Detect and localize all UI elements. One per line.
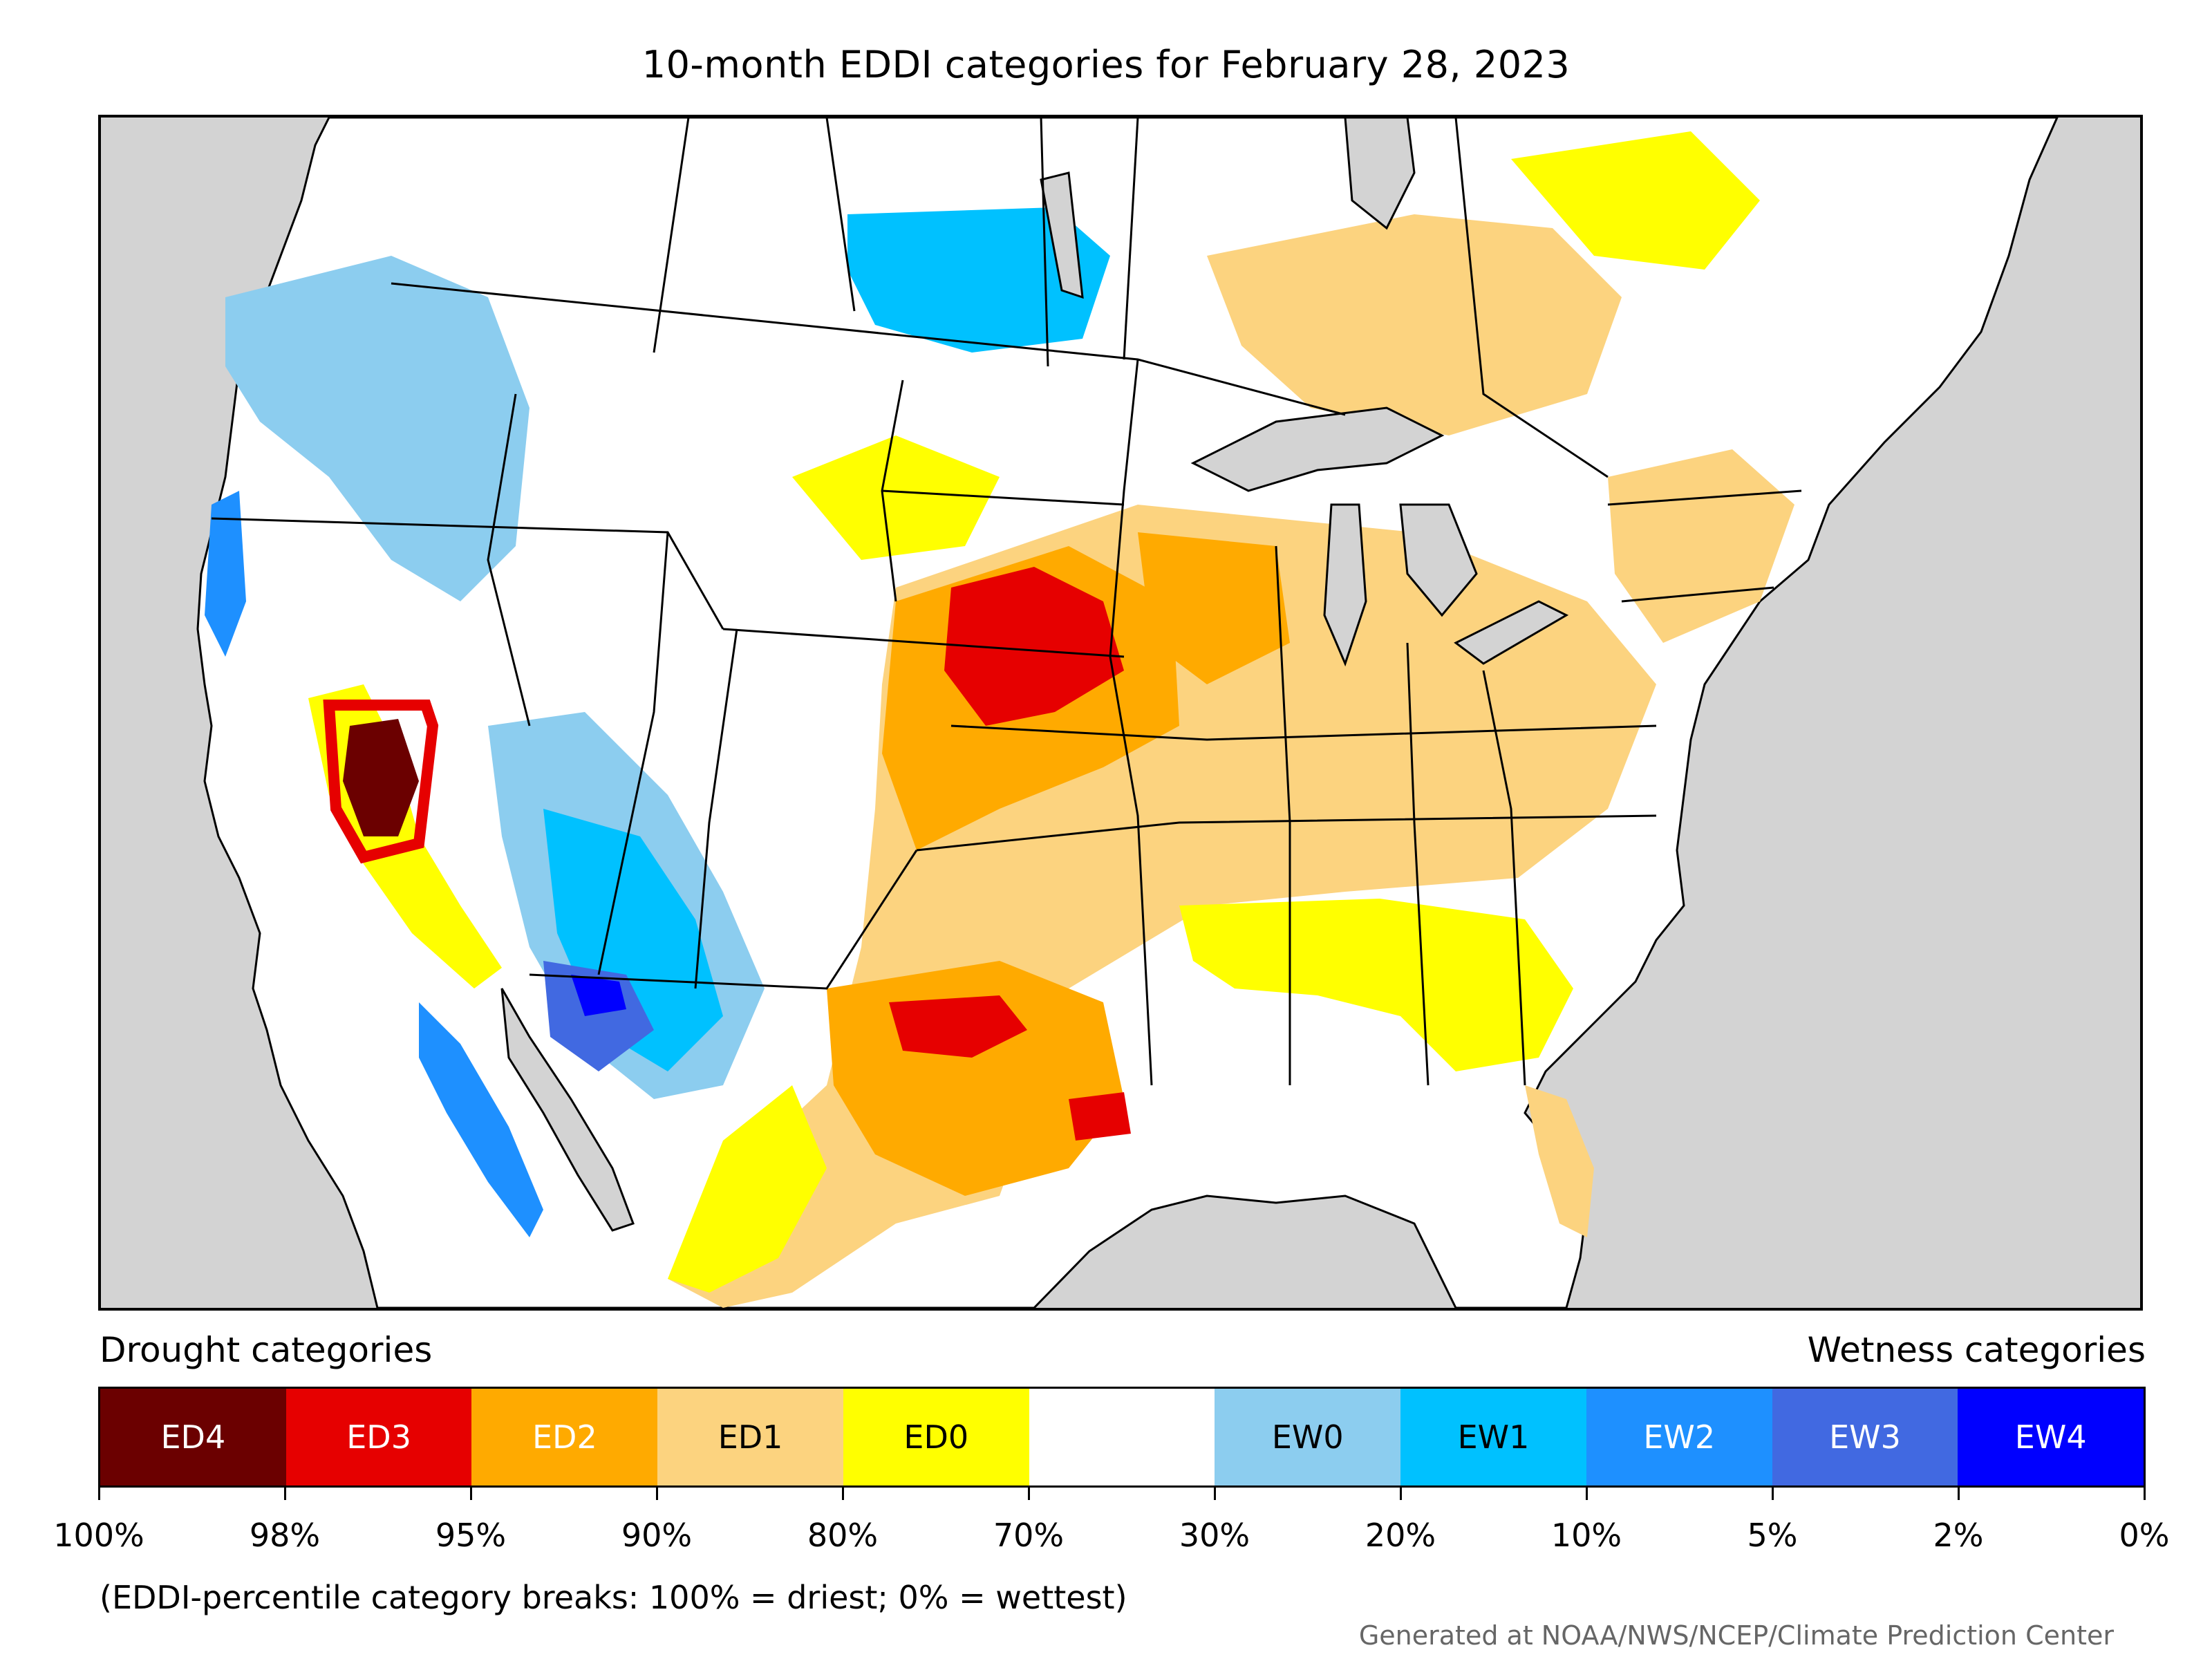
tick-mark: [98, 1486, 100, 1500]
tick-label: 95%: [435, 1517, 507, 1554]
tick-label: 98%: [249, 1517, 321, 1554]
colorbar-segment-ed0: ED0: [843, 1389, 1029, 1485]
lake-superior: [1190, 406, 1445, 492]
colorbar-segment-ed3: ED3: [285, 1389, 472, 1485]
tick-label: 10%: [1550, 1517, 1622, 1554]
tick-label: 30%: [1179, 1517, 1250, 1554]
lake-huron: [1399, 503, 1478, 617]
region-ed3-texas-east: [1069, 1092, 1131, 1141]
region-ed1-north: [1207, 214, 1622, 435]
colorbar-segment-ed1: ED1: [657, 1389, 843, 1485]
region-ew2-baja: [419, 1002, 543, 1237]
lake-michigan: [1323, 503, 1367, 667]
region-ew4-arizona: [571, 975, 626, 1016]
hudson-bay-edge: [1344, 118, 1416, 230]
tick-mark: [1586, 1486, 1588, 1500]
tick-label: 90%: [621, 1517, 693, 1554]
tick-mark: [1772, 1486, 1774, 1500]
region-ew2-northwest: [205, 491, 246, 657]
colorbar-segment-normal: [1029, 1389, 1215, 1485]
region-ew3-arizona: [543, 961, 654, 1071]
tick-mark: [470, 1486, 472, 1500]
tick-label: 5%: [1747, 1517, 1798, 1554]
tick-label: 0%: [2119, 1517, 2170, 1554]
colorbar-segment-ed4: ED4: [100, 1389, 286, 1485]
colorbar-segment-ew2: EW2: [1586, 1389, 1772, 1485]
region-ed0-southeast: [1179, 899, 1573, 1071]
colorbar-ticks: 100% 98% 95% 90% 80% 70% 30% 20% 10% 5% 2% 0%: [0, 1486, 2212, 1569]
drought-categories-heading: Drought categories: [100, 1330, 433, 1370]
eddi-map: [98, 115, 2143, 1311]
tick-label: 2%: [1933, 1517, 1984, 1554]
tick-mark: [1028, 1486, 1030, 1500]
tick-label: 100%: [53, 1517, 144, 1554]
region-ed0-northeast-canada: [1511, 131, 1760, 270]
percentile-note: (EDDI-percentile category breaks: 100% =…: [100, 1579, 1127, 1616]
tick-label: 80%: [807, 1517, 879, 1554]
tick-mark: [1400, 1486, 1402, 1500]
region-ed0-plains: [792, 435, 1000, 560]
region-ed0-mexico: [668, 1085, 827, 1293]
colorbar-segment-ew3: EW3: [1772, 1389, 1958, 1485]
region-ed4-california: [343, 719, 419, 836]
tick-mark: [656, 1486, 658, 1500]
colorbar-segment-ew4: EW4: [1958, 1389, 2144, 1485]
category-colorbar: ED4 ED3 ED2 ED1 ED0 EW0 EW1 EW2 EW3 EW4: [98, 1387, 2146, 1488]
colorbar-segment-ed2: ED2: [471, 1389, 658, 1485]
wetness-categories-heading: Wetness categories: [1807, 1330, 2146, 1370]
tick-label: 70%: [993, 1517, 1065, 1554]
credit-text: Generated at NOAA/NWS/NCEP/Climate Predi…: [1358, 1620, 2114, 1651]
tick-mark: [2144, 1486, 2146, 1500]
region-ed1-florida: [1525, 1085, 1594, 1237]
region-ed3-nebraska: [944, 567, 1124, 726]
colorbar-segment-ew1: EW1: [1400, 1389, 1586, 1485]
tick-mark: [1958, 1486, 1960, 1500]
region-ed2-midwest: [1138, 532, 1290, 684]
region-ed1-northeast: [1608, 449, 1794, 643]
tick-mark: [842, 1486, 844, 1500]
lake-erie: [1454, 600, 1569, 665]
map-title: 10-month EDDI categories for February 28…: [641, 43, 1571, 86]
tick-mark: [1214, 1486, 1216, 1500]
state-boundaries: [211, 118, 1802, 1086]
tick-mark: [284, 1486, 286, 1500]
lake-winnipeg: [1040, 171, 1084, 299]
region-ew0-northwest: [225, 256, 529, 601]
tick-label: 20%: [1365, 1517, 1436, 1554]
region-ed3-texas: [889, 995, 1027, 1058]
map-canvas: [101, 118, 2140, 1308]
colorbar-segment-ew0: EW0: [1215, 1389, 1401, 1485]
